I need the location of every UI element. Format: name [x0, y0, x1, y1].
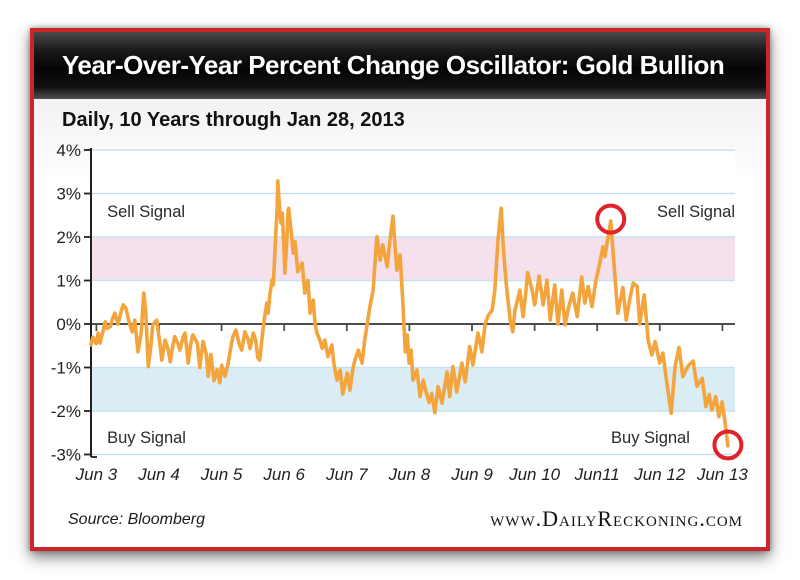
- x-axis-label: Jun 5: [200, 465, 243, 484]
- y-axis-label: -3%: [51, 446, 81, 465]
- y-axis-label: 1%: [56, 272, 81, 291]
- chart-subtitle: Daily, 10 Years through Jan 28, 2013: [62, 109, 405, 131]
- buy-signal-label-right: Buy Signal: [611, 429, 690, 447]
- buy-signal-circle: [712, 429, 744, 461]
- y-axis-label: 3%: [56, 185, 81, 204]
- chart-title: Year-Over-Year Percent Change Oscillator…: [62, 50, 725, 80]
- x-axis-label: Jun 3: [75, 465, 118, 484]
- x-axis-label: Jun 13: [696, 465, 749, 484]
- x-axis-label: Jun 6: [262, 465, 305, 484]
- x-axis-label: Jun 8: [388, 465, 431, 484]
- y-axis-label: 2%: [56, 228, 81, 247]
- x-axis-label: Jun 12: [633, 465, 686, 484]
- title-bar: Year-Over-Year Percent Change Oscillator…: [34, 32, 766, 99]
- x-axis-label: Jun 10: [508, 465, 561, 484]
- y-axis-label: -2%: [51, 402, 81, 421]
- axes: [84, 148, 735, 458]
- y-axis-label: 4%: [56, 141, 81, 160]
- x-axis-label: Jun 4: [137, 465, 180, 484]
- y-axis-label: 0%: [56, 315, 81, 334]
- sell-signal-label-right: Sell Signal: [657, 203, 735, 221]
- x-axis-label: Jun 9: [450, 465, 493, 484]
- axis-labels: 4% 3% 2% 1% 0% -1% -2% -3%Jun 3 Jun 4 Jun 5 Jun 6 J…: [51, 141, 749, 484]
- sell-zone-band: [91, 237, 735, 281]
- sell-signal-circle: [595, 203, 627, 235]
- oscillator-chart: 4% 3% 2% 1% 0% -1% -2% -3%Jun 3 Jun 4 Jun 5 Jun 6 J…: [51, 141, 749, 484]
- sell-signal-label-left: Sell Signal: [107, 203, 185, 221]
- signal-zones: [91, 237, 735, 411]
- oscillator-line: [89, 179, 730, 448]
- series-layer: [89, 179, 730, 448]
- annotations: Sell Signal Sell Signal Buy Signal Buy Sign…: [107, 203, 735, 447]
- source-note: Source: Bloomberg: [68, 511, 205, 528]
- x-axis-label: Jun 7: [325, 465, 368, 484]
- chart-card: Year-Over-Year Percent Change Oscillator…: [30, 28, 770, 551]
- signal-markers: [595, 203, 744, 461]
- buy-signal-label-left: Buy Signal: [107, 429, 186, 447]
- website-text: www.DailyReckoning.com: [490, 506, 743, 531]
- x-axis-label: Jun11: [574, 465, 620, 484]
- y-axis-label: -1%: [51, 359, 81, 378]
